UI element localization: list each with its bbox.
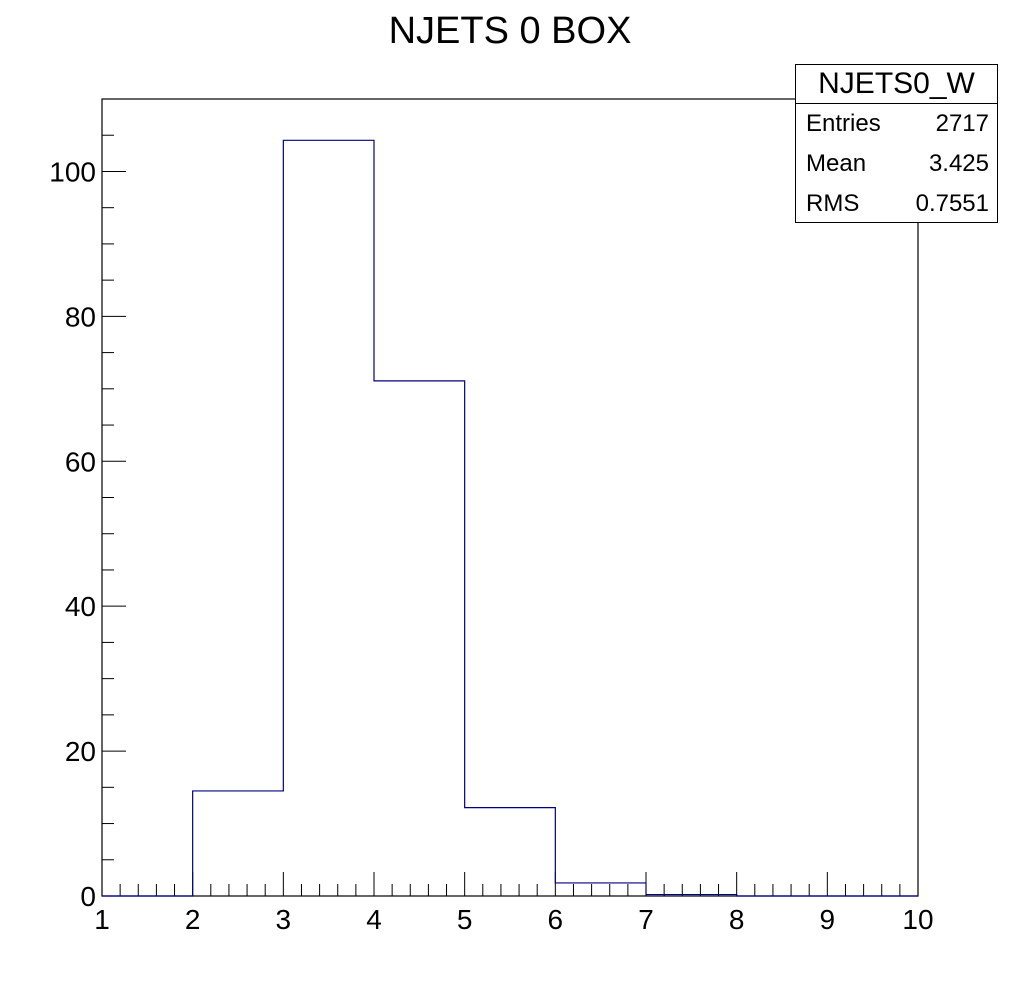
stats-row-entries: Entries 2717 [796, 104, 997, 144]
stats-value: 2717 [935, 110, 989, 137]
x-tick-label: 4 [366, 904, 382, 935]
stats-value: 0.7551 [915, 190, 989, 217]
x-tick-label: 5 [457, 904, 473, 935]
stats-label: RMS [806, 190, 860, 217]
stats-box: NJETS0_W Entries 2717 Mean 3.425 RMS 0.7… [795, 64, 998, 223]
y-tick-label: 20 [65, 736, 96, 767]
stats-label: Entries [806, 110, 881, 137]
x-tick-label: 6 [548, 904, 564, 935]
stats-row-mean: Mean 3.425 [796, 144, 997, 184]
x-tick-label: 2 [185, 904, 201, 935]
y-tick-labels: 0 20 40 60 80 100 [49, 156, 96, 912]
x-tick-label: 10 [902, 904, 933, 935]
stats-label: Mean [806, 150, 867, 177]
x-tick-label: 3 [276, 904, 292, 935]
stats-value: 3.425 [928, 150, 989, 177]
histogram-line [102, 139, 918, 897]
x-tick-label: 7 [638, 904, 654, 935]
x-tick-label: 8 [729, 904, 745, 935]
y-tick-label: 60 [65, 446, 96, 477]
x-tick-label: 9 [820, 904, 836, 935]
chart-title: NJETS 0 BOX [388, 10, 632, 52]
x-tick-label: 1 [94, 904, 110, 935]
y-tick-label: 40 [65, 591, 96, 622]
stats-box-name: NJETS0_W [796, 65, 997, 104]
y-tick-label: 80 [65, 301, 96, 332]
y-tick-label: 0 [80, 881, 96, 912]
y-tick-label: 100 [49, 156, 96, 187]
x-tick-labels: 1 2 3 4 5 6 7 8 9 10 [94, 904, 933, 935]
stats-row-rms: RMS 0.7551 [796, 184, 997, 224]
